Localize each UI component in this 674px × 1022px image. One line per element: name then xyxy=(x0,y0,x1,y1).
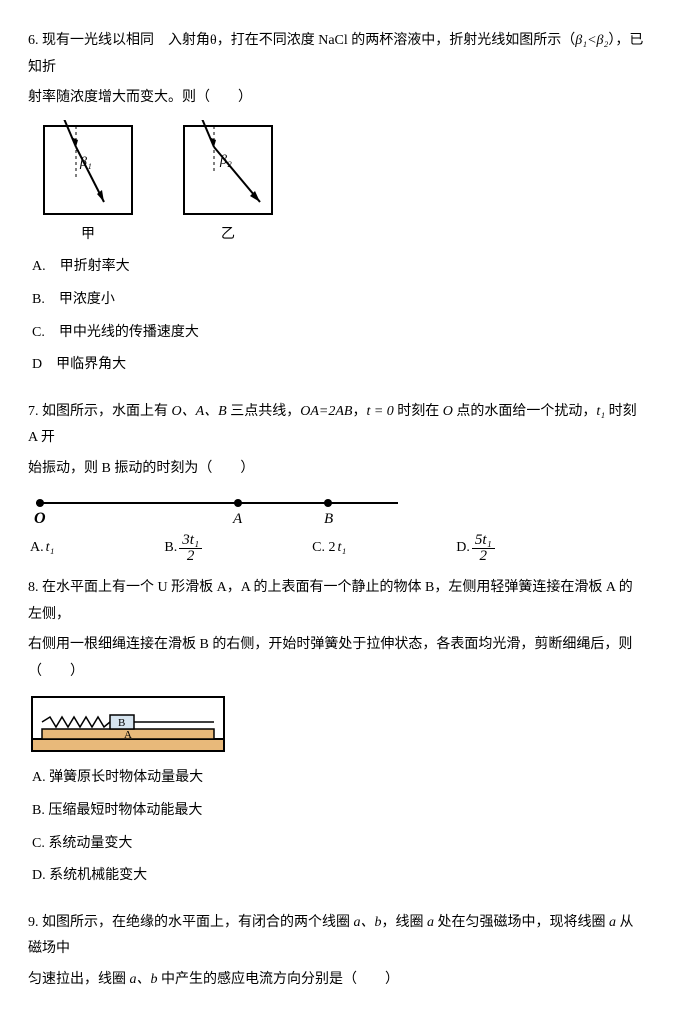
svg-text:A: A xyxy=(232,511,243,527)
q6-line2: 射率随浓度增大而变大。则（ ） xyxy=(28,85,646,112)
q7-options: A. t₁ B. 3t₁2 C. 2t₁ D. 5t₁2 xyxy=(28,533,646,566)
q6-figure-row: β₁ 甲 β₂ 乙 xyxy=(38,120,646,249)
q7-opt-b: B. 3t₁2 xyxy=(164,533,202,566)
q6-options: A. 甲折射率大 B. 甲浓度小 C. 甲中光线的传播速度大 D 甲临界角大 xyxy=(28,254,646,378)
svg-text:β₁: β₁ xyxy=(79,155,92,170)
q7-opt-a: A. t₁ xyxy=(30,533,54,566)
q6-opt-d: D 甲临界角大 xyxy=(32,352,646,379)
q8-line1: 8. 在水平面上有一个 U 形滑板 A，A 的上表面有一个静止的物体 B，左侧用… xyxy=(28,575,646,628)
svg-text:O: O xyxy=(34,510,46,527)
q8-options: A. 弹簧原长时物体动量最大 B. 压缩最短时物体动能最大 C. 系统动量变大 … xyxy=(28,765,646,889)
q6-opt-a: A. 甲折射率大 xyxy=(32,254,646,281)
svg-text:A: A xyxy=(124,729,132,741)
q6-fig-label-left: 甲 xyxy=(38,222,138,249)
q9-line1: 9. 如图所示，在绝缘的水平面上，有闭合的两个线圈 a、b，线圈 a 处在匀强磁… xyxy=(28,910,646,963)
q8-line2: 右侧用一根细绳连接在滑板 B 的右侧，开始时弹簧处于拉伸状态，各表面均光滑，剪断… xyxy=(28,632,646,685)
q9-line2: 匀速拉出，线圈 a、b 中产生的感应电流方向分别是（ ） xyxy=(28,967,646,994)
q7-line2: 始振动，则 B 振动的时刻为（ ） xyxy=(28,456,646,483)
q7-figure: O A B xyxy=(28,489,408,529)
q8-opt-b: B. 压缩最短时物体动能最大 xyxy=(32,798,646,825)
q6-opt-c: C. 甲中光线的传播速度大 xyxy=(32,320,646,347)
q7-opt-c: C. 2t₁ xyxy=(312,533,346,566)
q6-line1: 6. 现有一光线以相同 入射角θ，打在不同浓度 NaCl 的两杯溶液中，折射光线… xyxy=(28,28,646,81)
q6-figure-right: β₂ xyxy=(178,120,278,220)
q7-opt-d: D. 5t₁2 xyxy=(456,533,495,566)
q6-figure-left: β₁ xyxy=(38,120,138,220)
q8-opt-c: C. 系统动量变大 xyxy=(32,831,646,858)
svg-text:β₂: β₂ xyxy=(219,153,232,168)
q8-opt-a: A. 弹簧原长时物体动量最大 xyxy=(32,765,646,792)
q8-figure: A B xyxy=(28,693,228,759)
q8-opt-d: D. 系统机械能变大 xyxy=(32,863,646,890)
q6-opt-b: B. 甲浓度小 xyxy=(32,287,646,314)
q6-fig-label-right: 乙 xyxy=(178,222,278,249)
svg-text:B: B xyxy=(324,511,333,527)
svg-text:B: B xyxy=(118,717,125,729)
q7-line1: 7. 如图所示，水面上有 O、A、B 三点共线，OA=2AB，t = 0 时刻在… xyxy=(28,399,646,452)
